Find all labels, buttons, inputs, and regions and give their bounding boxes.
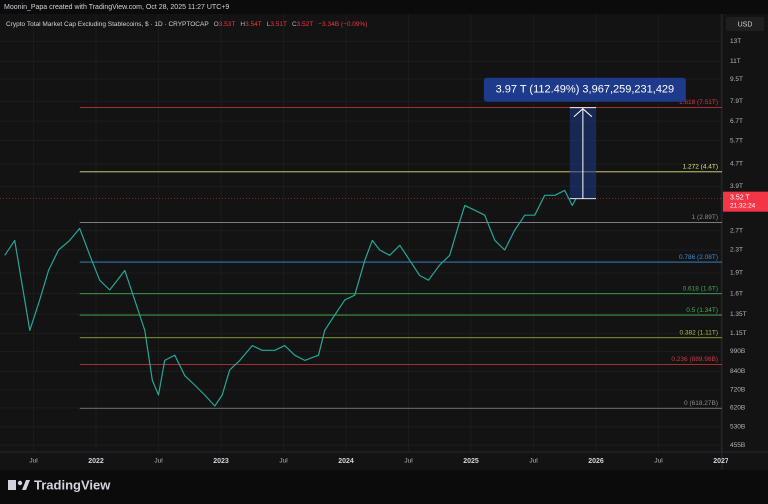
last-price-box xyxy=(723,191,768,212)
fib-label: 1.272 (4.4T) xyxy=(683,164,718,171)
fib-label: 1.618 (7.51T) xyxy=(679,99,718,106)
countdown: 21:32:24 xyxy=(730,202,756,209)
fib-label: 0.236 (889.98B) xyxy=(671,356,718,363)
ohlc-value: 3.52T xyxy=(297,21,314,28)
chart-title: Crypto Total Market Cap Excluding Stable… xyxy=(6,21,209,28)
ohlc-key: H xyxy=(240,21,245,28)
fib-label: 0 (618.27B) xyxy=(684,400,718,407)
fib-label: 1 (2.89T) xyxy=(692,214,718,221)
y-tick-label: 2.3T xyxy=(730,247,743,254)
logo: TradingView xyxy=(8,477,111,492)
y-tick-label: 620B xyxy=(730,405,745,412)
y-tick-label: 2.7T xyxy=(730,227,743,234)
y-tick-label: 1.6T xyxy=(730,290,743,297)
y-tick-label: 5.7T xyxy=(730,137,743,144)
y-tick-label: 9.5T xyxy=(730,76,743,83)
ohlc-value: 3.53T xyxy=(219,21,236,28)
y-tick-label: 7.9T xyxy=(730,98,743,105)
logo-mark xyxy=(22,480,30,490)
y-tick-label: 3.9T xyxy=(730,183,743,190)
x-tick-label: 2023 xyxy=(213,458,229,465)
price-line xyxy=(4,189,577,407)
ohlc-key: L xyxy=(267,21,271,28)
x-tick-label: 2027 xyxy=(713,458,729,465)
fib-label: 0.618 (1.6T) xyxy=(683,285,718,292)
x-tick-label: Jul xyxy=(654,458,663,465)
y-tick-label: 990B xyxy=(730,348,745,355)
y-tick-label: 530B xyxy=(730,424,745,431)
x-tick-label: 2025 xyxy=(463,458,479,465)
y-tick-label: 1.15T xyxy=(730,330,747,337)
fib-label: 0.5 (1.34T) xyxy=(686,307,718,314)
x-tick-label: 2026 xyxy=(588,458,604,465)
x-tick-label: Jul xyxy=(404,458,413,465)
y-tick-label: 6.7T xyxy=(730,118,743,125)
x-tick-label: Jul xyxy=(154,458,163,465)
x-tick-label: Jul xyxy=(529,458,538,465)
fib-label: 0.382 (1.11T) xyxy=(679,329,718,336)
logo-mark xyxy=(17,480,23,486)
ohlc-key: O xyxy=(214,21,219,28)
y-tick-label: 1.9T xyxy=(730,270,743,277)
y-tick-label: 11T xyxy=(730,58,741,65)
x-tick-label: 2022 xyxy=(88,458,104,465)
x-tick-label: 2024 xyxy=(338,458,354,465)
footer-brand: TradingView xyxy=(34,477,111,492)
fib-label: 0.786 (2.08T) xyxy=(679,254,718,261)
x-axis: Jul 2022 Jul 2023 Jul 2024 Jul 2025 Jul 2026 Jul 20… xyxy=(29,458,729,465)
logo-mark xyxy=(8,480,16,490)
plot: 1.618 (7.51T) 1.272 (4.4T) 1 (2.89T) 0.786 … xyxy=(0,77,722,409)
y-tick-label: 1.35T xyxy=(730,311,747,318)
y-axis: 13T 11T 9.5T 7.9T 6.7T 5.7T 4.7T 3.9T 2.7T 2.3T 1.… xyxy=(723,38,768,449)
measure-arrowhead xyxy=(573,108,593,118)
change: −3.34B (−0.09%) xyxy=(318,21,367,28)
ohlc-value: 3.51T xyxy=(270,21,287,28)
y-tick-label: 455B xyxy=(730,442,745,449)
y-tick-label: 720B xyxy=(730,387,745,394)
currency: USD xyxy=(738,21,753,28)
measure-label: 3.97 T (112.49%) 3,967,259,231,429 xyxy=(496,84,675,96)
measure-label-box xyxy=(483,77,686,102)
ohlc-key: C xyxy=(292,21,297,28)
currency-box xyxy=(726,17,764,31)
y-tick-label: 4.7T xyxy=(730,161,743,168)
legend: Crypto Total Market Cap Excluding Stable… xyxy=(6,21,367,28)
y-tick-label: 13T xyxy=(730,38,741,45)
x-tick-label: Jul xyxy=(29,458,38,465)
x-tick-label: Jul xyxy=(279,458,288,465)
ohlc-value: 3.54T xyxy=(245,21,262,28)
last-price-label: 3.52 T xyxy=(730,195,750,202)
y-tick-label: 840B xyxy=(730,368,745,375)
header: Moonin_Papa created with TradingView.com… xyxy=(4,4,229,11)
